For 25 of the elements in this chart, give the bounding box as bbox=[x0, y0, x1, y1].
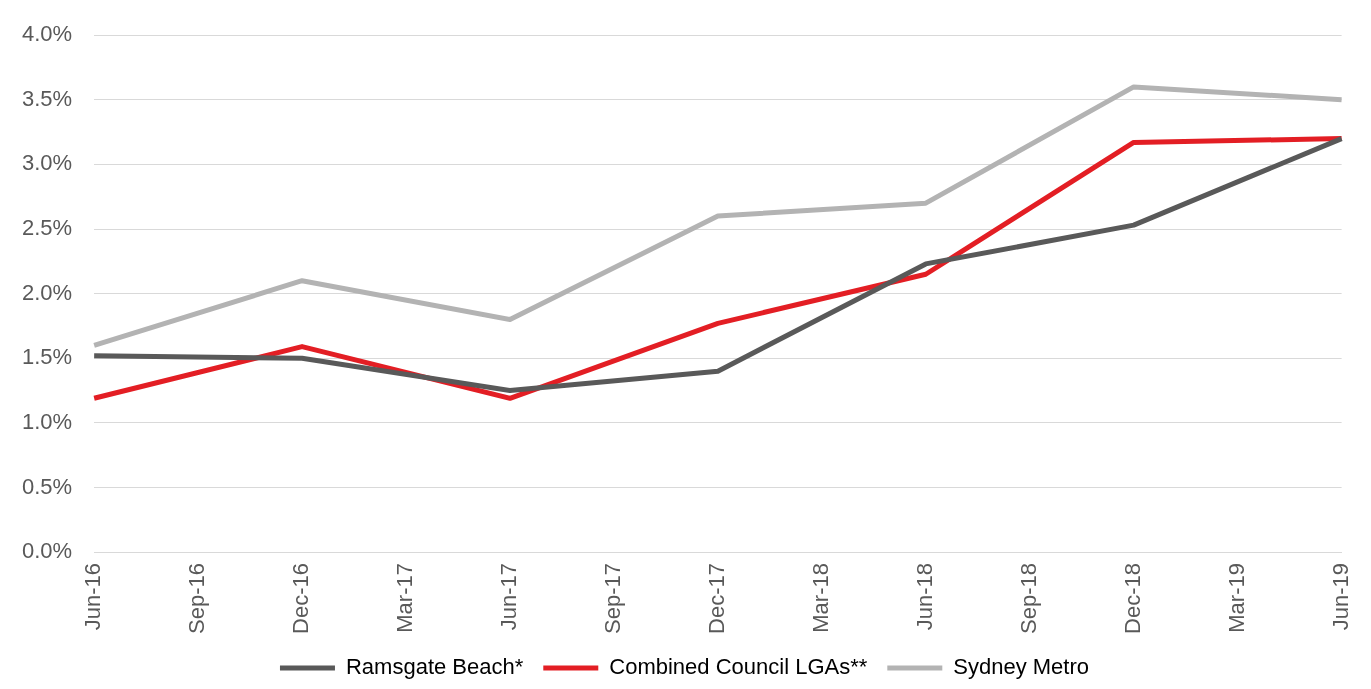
x-tick-label: Sep-16 bbox=[184, 563, 210, 635]
x-tick-label: Jun-16 bbox=[80, 563, 106, 631]
y-tick-label: 1.0% bbox=[21, 408, 73, 434]
legend-label: Sydney Metro bbox=[953, 654, 1090, 680]
y-tick-label: 1.5% bbox=[21, 344, 73, 370]
x-tick-label: Jun-17 bbox=[496, 563, 522, 631]
y-tick-label: 2.0% bbox=[21, 279, 73, 305]
x-tick-label: Mar-17 bbox=[392, 563, 418, 633]
x-tick-label: Sep-17 bbox=[599, 563, 625, 635]
x-tick-label: Jun-19 bbox=[1327, 563, 1353, 631]
y-tick-label: 3.0% bbox=[21, 150, 73, 176]
x-tick-label: Dec-17 bbox=[703, 563, 729, 634]
x-tick-label: Mar-19 bbox=[1223, 563, 1249, 633]
x-tick-label: Dec-18 bbox=[1119, 563, 1145, 634]
y-tick-label: 3.5% bbox=[21, 85, 73, 111]
x-tick-label: Dec-16 bbox=[288, 563, 314, 634]
x-tick-label: Jun-18 bbox=[911, 563, 937, 631]
legend-label: Ramsgate Beach* bbox=[345, 654, 524, 680]
y-tick-label: 4.0% bbox=[21, 21, 73, 47]
x-tick-label: Sep-18 bbox=[1015, 563, 1041, 635]
y-tick-label: 2.5% bbox=[21, 215, 73, 241]
y-tick-label: 0.5% bbox=[21, 473, 73, 499]
legend-label: Combined Council LGAs** bbox=[609, 654, 868, 680]
x-tick-label: Mar-18 bbox=[807, 563, 833, 633]
y-tick-label: 0.0% bbox=[21, 538, 73, 564]
